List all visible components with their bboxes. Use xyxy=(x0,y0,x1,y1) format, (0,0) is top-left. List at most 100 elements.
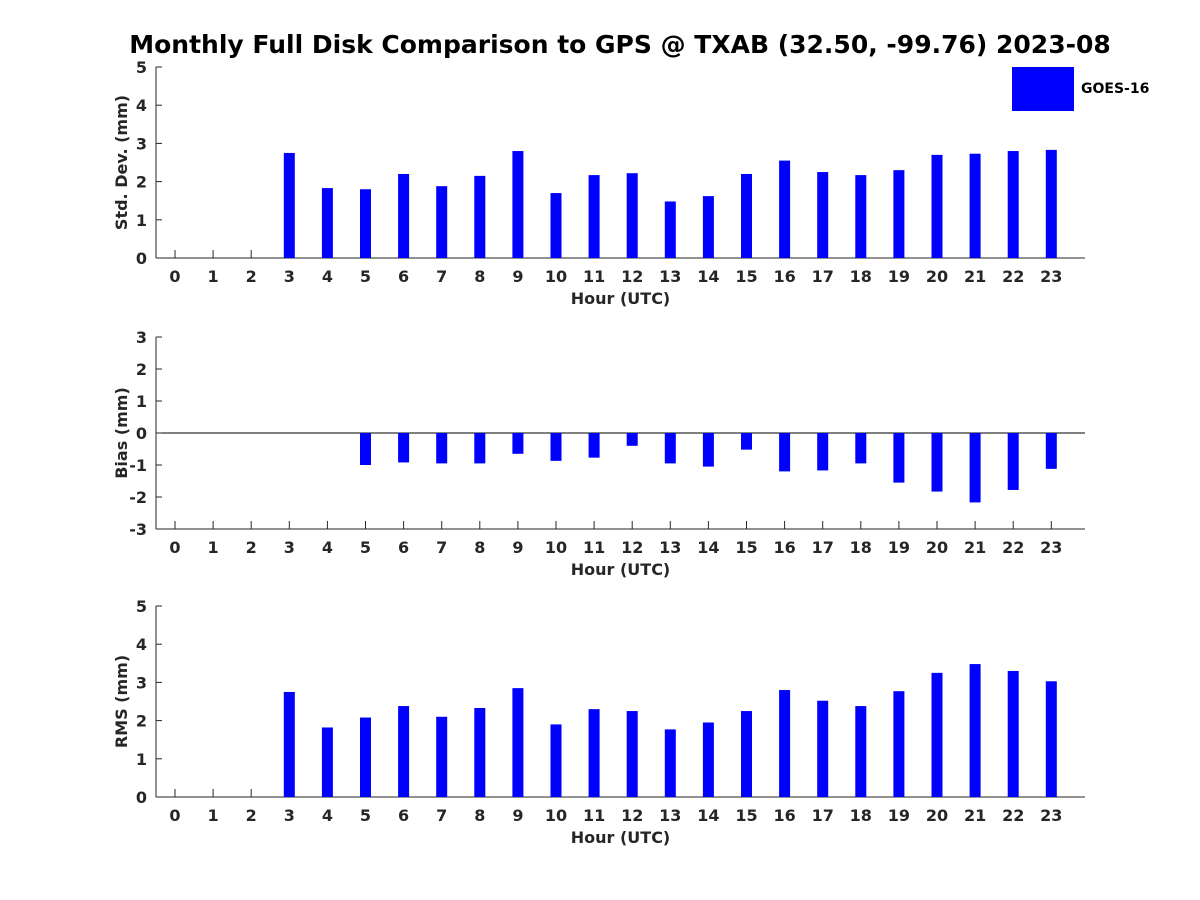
bar-goes-16-hour-23 xyxy=(1045,681,1057,797)
x-tick-label: 15 xyxy=(735,806,757,825)
x-tick-label: 19 xyxy=(888,267,910,286)
x-tick-label: 17 xyxy=(812,538,834,557)
bar-goes-16-hour-12 xyxy=(626,433,638,446)
x-tick-label: 4 xyxy=(322,267,333,286)
x-tick-label: 0 xyxy=(169,538,180,557)
bar-goes-16-hour-12 xyxy=(626,711,638,797)
bar-goes-16-hour-4 xyxy=(321,727,333,797)
bar-goes-16-hour-9 xyxy=(512,688,524,797)
bar-goes-16-hour-5 xyxy=(360,717,371,797)
bar-goes-16-hour-10 xyxy=(550,433,562,461)
bar-goes-16-hour-7 xyxy=(436,186,448,258)
bar-goes-16-hour-18 xyxy=(855,433,867,464)
x-tick-label: 8 xyxy=(474,538,485,557)
bar-goes-16-hour-16 xyxy=(779,433,791,472)
bar-goes-16-hour-4 xyxy=(321,188,333,258)
bar-goes-16-hour-23 xyxy=(1045,433,1057,469)
bar-goes-16-hour-13 xyxy=(664,433,676,464)
x-tick-label: 14 xyxy=(697,267,719,286)
x-tick-label: 3 xyxy=(284,538,295,557)
bar-goes-16-hour-5 xyxy=(360,189,371,258)
x-tick-label: 10 xyxy=(545,806,567,825)
x-tick-label: 8 xyxy=(474,806,485,825)
bar-goes-16-hour-11 xyxy=(588,709,600,797)
x-tick-label: 6 xyxy=(398,538,409,557)
y-axis-label: Bias (mm) xyxy=(112,387,131,479)
legend-label: GOES-16 xyxy=(1081,81,1150,97)
x-tick-label: 4 xyxy=(322,806,333,825)
y-tick-label: 2 xyxy=(136,360,147,379)
bar-goes-16-hour-3 xyxy=(283,691,295,797)
x-tick-label: 11 xyxy=(583,806,605,825)
figure-title: Monthly Full Disk Comparison to GPS @ TX… xyxy=(129,30,1111,59)
bar-goes-16-hour-6 xyxy=(398,433,410,463)
x-tick-label: 19 xyxy=(888,806,910,825)
x-tick-label: 22 xyxy=(1002,538,1024,557)
x-tick-label: 13 xyxy=(659,806,681,825)
bar-goes-16-hour-20 xyxy=(931,154,943,258)
bar-goes-16-hour-7 xyxy=(436,433,448,464)
x-tick-label: 21 xyxy=(964,806,986,825)
y-tick-label: 3 xyxy=(136,673,147,692)
y-tick-label: 5 xyxy=(136,597,147,616)
x-tick-label: 7 xyxy=(436,538,447,557)
y-tick-label: 1 xyxy=(136,750,147,769)
x-tick-label: 5 xyxy=(360,267,371,286)
bar-goes-16-hour-20 xyxy=(931,672,943,797)
y-tick-label: 3 xyxy=(136,328,147,347)
x-tick-label: 19 xyxy=(888,538,910,557)
bar-goes-16-hour-10 xyxy=(550,193,562,258)
x-tick-label: 22 xyxy=(1002,267,1024,286)
x-tick-label: 15 xyxy=(735,267,757,286)
bar-goes-16-hour-22 xyxy=(1007,151,1019,258)
bar-goes-16-hour-17 xyxy=(817,433,829,471)
bar-goes-16-hour-17 xyxy=(817,172,829,258)
x-tick-label: 17 xyxy=(812,267,834,286)
x-tick-label: 2 xyxy=(246,267,257,286)
x-tick-label: 16 xyxy=(773,806,795,825)
y-tick-label: 1 xyxy=(136,392,147,411)
y-tick-label: 5 xyxy=(136,58,147,77)
x-tick-label: 18 xyxy=(850,267,872,286)
x-tick-label: 18 xyxy=(850,538,872,557)
x-tick-label: 6 xyxy=(398,267,409,286)
bar-goes-16-hour-18 xyxy=(855,175,867,258)
x-tick-label: 0 xyxy=(169,806,180,825)
bar-goes-16-hour-15 xyxy=(741,433,752,450)
x-tick-label: 12 xyxy=(621,538,643,557)
y-tick-label: -2 xyxy=(129,488,147,507)
x-tick-label: 13 xyxy=(659,267,681,286)
bar-goes-16-hour-13 xyxy=(664,201,676,258)
x-tick-label: 23 xyxy=(1040,267,1062,286)
legend: GOES-16 xyxy=(1012,67,1149,111)
bar-goes-16-hour-11 xyxy=(588,433,600,458)
x-tick-label: 3 xyxy=(284,267,295,286)
x-tick-label: 1 xyxy=(208,538,219,557)
x-tick-label: 20 xyxy=(926,267,948,286)
x-tick-label: 0 xyxy=(169,267,180,286)
y-tick-label: 3 xyxy=(136,134,147,153)
bar-goes-16-hour-11 xyxy=(588,175,600,258)
bar-goes-16-hour-16 xyxy=(779,160,791,258)
bar-goes-16-hour-21 xyxy=(969,433,981,503)
bar-goes-16-hour-22 xyxy=(1007,670,1019,797)
y-tick-label: 4 xyxy=(136,635,147,654)
x-tick-label: 11 xyxy=(583,538,605,557)
x-tick-label: 1 xyxy=(208,806,219,825)
x-tick-label: 11 xyxy=(583,267,605,286)
bar-goes-16-hour-6 xyxy=(398,173,410,258)
bar-goes-16-hour-23 xyxy=(1045,149,1057,258)
y-tick-label: 4 xyxy=(136,96,147,115)
x-tick-label: 12 xyxy=(621,806,643,825)
x-tick-label: 4 xyxy=(322,538,333,557)
bar-goes-16-hour-15 xyxy=(741,711,752,797)
bar-goes-16-hour-16 xyxy=(779,690,791,797)
x-axis-label: Hour (UTC) xyxy=(571,828,671,847)
x-tick-label: 5 xyxy=(360,538,371,557)
x-tick-label: 16 xyxy=(773,538,795,557)
x-tick-label: 20 xyxy=(926,538,948,557)
y-tick-label: -3 xyxy=(129,520,147,539)
x-tick-label: 14 xyxy=(697,538,719,557)
bar-goes-16-hour-8 xyxy=(474,433,486,464)
